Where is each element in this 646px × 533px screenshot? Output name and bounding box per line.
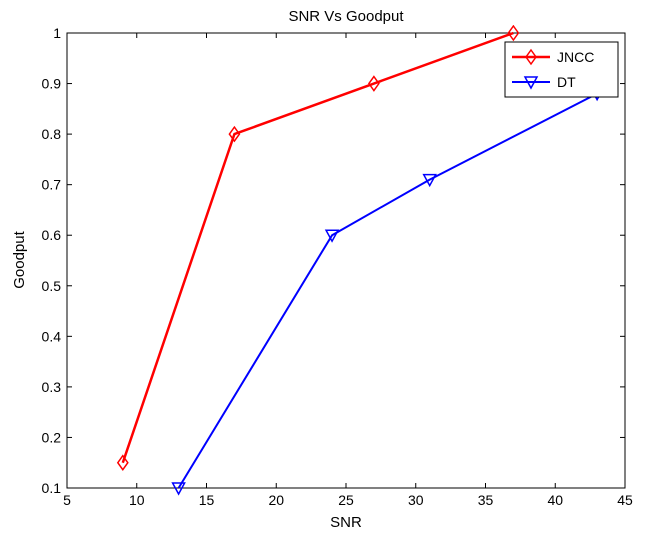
legend-marker-jncc [525, 48, 537, 66]
data-point-dt [324, 229, 340, 243]
y-tick-label: 0.2 [42, 429, 62, 445]
y-tick-label: 0.7 [42, 177, 62, 193]
x-axis: 5 10 15 20 25 30 35 40 45 [63, 33, 633, 508]
x-tick-label: 5 [63, 492, 71, 508]
plot-area [66, 32, 626, 489]
y-axis-label: Goodput [11, 230, 28, 288]
data-point-jncc [507, 25, 520, 42]
x-tick-label: 35 [478, 492, 494, 508]
y-tick-label: 0.6 [42, 227, 62, 243]
data-point-jncc [367, 75, 380, 92]
series-line-dt [177, 92, 598, 489]
legend-box [504, 41, 619, 98]
legend-label-jncc: JNCC [557, 49, 594, 65]
chart-title: SNR Vs Goodput [288, 8, 404, 25]
legend-marker-dt [523, 76, 539, 90]
y-tick-label: 1 [53, 25, 61, 41]
x-tick-label: 15 [199, 492, 215, 508]
series-line-jncc [121, 31, 514, 464]
y-tick-label: 0.9 [42, 76, 62, 92]
x-tick-label: 40 [547, 492, 563, 508]
y-tick-label: 0.1 [42, 480, 62, 496]
x-tick-label: 20 [268, 492, 284, 508]
y-tick-label: 0.8 [42, 126, 62, 142]
data-point-jncc [116, 454, 129, 472]
y-tick-label: 0.3 [42, 379, 62, 395]
y-tick-label: 0.4 [42, 328, 62, 344]
legend: JNCC DT [504, 41, 619, 98]
series-jncc [116, 25, 520, 472]
data-point-dt [171, 482, 186, 496]
series-layer [116, 25, 605, 496]
x-tick-label: 25 [338, 492, 354, 508]
data-point-dt [422, 173, 437, 188]
x-tick-label: 10 [129, 492, 145, 508]
x-tick-label: 45 [617, 492, 633, 508]
y-axis: 0.1 0.2 0.3 0.4 0.5 0.6 0.7 0.8 0.9 1 [42, 25, 625, 496]
x-tick-label: 30 [408, 492, 424, 508]
y-tick-label: 0.5 [42, 278, 62, 294]
legend-label-dt: DT [557, 74, 576, 90]
data-point-jncc [228, 125, 241, 143]
x-axis-label: SNR [330, 514, 362, 531]
